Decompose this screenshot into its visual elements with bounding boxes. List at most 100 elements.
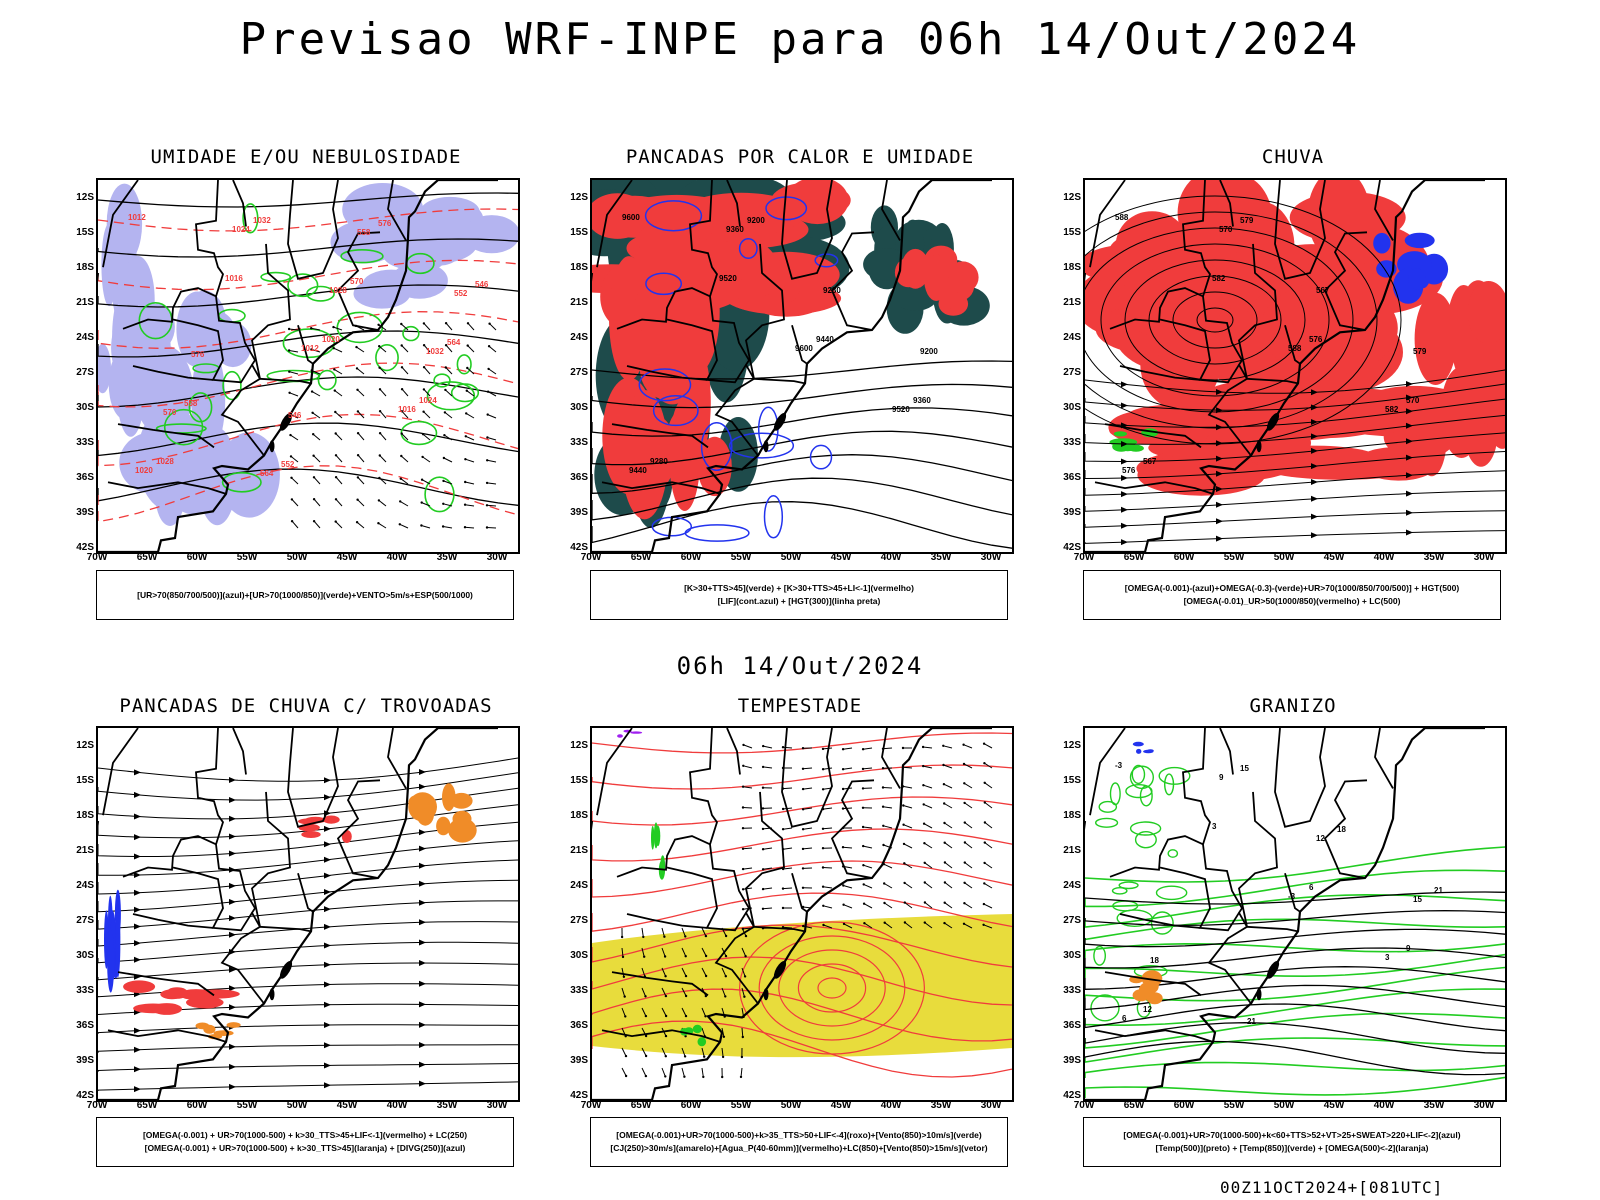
contour-label: 9 [1406,944,1411,953]
contour-label: 9 [1219,773,1224,782]
lat-label: 18S [570,810,588,821]
contour-label: 3 [1385,953,1390,962]
map-panel-granizo: -3 -3 3 3 6 6 9 9 12 12 15 15 18 18 21 21 [1083,726,1507,1102]
contour-label: 6 [1122,1014,1127,1023]
lon-label: 65W [630,552,652,563]
lat-label: 15S [1063,775,1081,786]
red-cells [123,980,240,1015]
lat-label: 39S [1063,507,1081,518]
omega-blue [1373,232,1449,304]
contour-label: 18 [1337,825,1346,834]
panel-title-tempestade: TEMPESTADE [737,695,863,717]
lon-label: 60W [1173,552,1195,563]
lat-label: 21S [570,297,588,308]
lon-label: 40W [1373,552,1395,563]
contour-label: -3 [1115,761,1123,770]
lat-label: 36S [76,472,94,483]
map-panel-chuva: 588 588 582 582 576 576 570 570 567 567 579 579 [1083,178,1507,554]
lon-label: 55W [1223,1100,1245,1111]
contour-label: 570 [1219,225,1233,234]
lat-label: 36S [1063,472,1081,483]
legend-line: [LIF](cont.azul) + [HGT(300)](linha pret… [717,596,881,606]
lat-label: 27S [1063,915,1081,926]
contour-label: 576 [378,219,392,228]
legend-chuva: [OMEGA(-0.001)-(azul)+OMEGA(-0.3)-(verde… [1083,570,1501,620]
lon-label: 35W [1423,552,1445,563]
lat-label: 30S [1063,402,1081,413]
lat-label: 12S [76,192,94,203]
contour-label: 564 [447,338,461,347]
contour-labels: 588 588 582 582 576 576 570 570 567 567 579 579 [1115,213,1427,475]
lon-label: 70W [1073,552,1095,563]
legend-trovoadas: [OMEGA(-0.001) + UR>70(1000-500) + k>30_… [96,1117,514,1167]
lat-label: 30S [570,402,588,413]
contour-label: 1024 [232,225,250,234]
lat-label: 27S [1063,367,1081,378]
contour-label: 12 [1143,1005,1152,1014]
divergence-blue [104,889,121,993]
contour-label: 576 [1309,335,1323,344]
lon-label: 70W [580,552,602,563]
wind850-green [651,822,666,880]
lon-label: 65W [136,1100,158,1111]
lon-label: 55W [730,1100,752,1111]
hail-blue [1132,741,1154,754]
lat-label: 42S [76,1090,94,1101]
coastline-borders [98,728,498,1100]
lat-label: 24S [1063,880,1081,891]
lat-label: 42S [570,1090,588,1101]
panel-title-pancadas-calor: PANCADAS POR CALOR E UMIDADE [625,146,975,168]
wind-vectors [620,927,748,1079]
contour-label: 21 [1434,886,1443,895]
contour-label: 588 [1115,213,1129,222]
lat-label: 15S [570,775,588,786]
contour-label: 570 [350,277,364,286]
humidity-shade [98,183,155,437]
contour-label: 564 [260,469,274,478]
contour-label: 579 [1413,347,1427,356]
contour-label: 18 [1150,956,1159,965]
lon-label: 50W [1273,552,1295,563]
lat-label: 15S [76,227,94,238]
hgt300-lines [592,360,1012,549]
legend-pancadas-calor: [K>30+TTS>45](verde) + [K>30+TTS>45+LI<-… [590,570,1008,620]
lat-label: 18S [1063,810,1081,821]
lon-label: 40W [386,552,408,563]
lon-label: 50W [780,1100,802,1111]
contour-label: 9440 [816,335,834,344]
contour-label: 570 [1406,396,1420,405]
lon-label: 55W [1223,552,1245,563]
lat-label: 12S [1063,192,1081,203]
lon-label: 60W [680,1100,702,1111]
contour-label: 15 [1240,764,1249,773]
coastline-borders [1085,180,1485,552]
lon-label: 45W [1323,552,1345,563]
lat-label: 39S [76,1055,94,1066]
lat-label: 33S [76,985,94,996]
lon-label: 35W [930,1100,952,1111]
contour-label: 12 [1316,834,1325,843]
lon-label: 40W [880,1100,902,1111]
lon-label: 45W [1323,1100,1345,1111]
humidity-shade [330,183,518,309]
contour-label: 1024 [419,396,437,405]
contour-label: 1020 [135,466,153,475]
lon-label: 30W [486,1100,508,1111]
panel-title-umidade: UMIDADE E/OU NEBULOSIDADE [150,146,462,168]
lon-label: 30W [486,552,508,563]
rain-area [1414,280,1505,477]
lat-label: 12S [570,740,588,751]
lon-label: 55W [236,1100,258,1111]
lat-label: 27S [76,367,94,378]
lat-label: 27S [570,367,588,378]
lat-label: 21S [76,845,94,856]
lon-label: 45W [336,552,358,563]
streamlines-250 [98,757,518,1093]
legend-line: [K>30+TTS>45](verde) + [K>30+TTS>45+LI<-… [684,583,914,593]
lon-label: 30W [1473,1100,1495,1111]
lon-label: 55W [236,552,258,563]
run-timestamp: 00Z11OCT2024+[081UTC] [1220,1178,1444,1197]
contour-label: 1016 [398,405,416,414]
lon-label: 35W [436,1100,458,1111]
contour-label: 9280 [650,457,668,466]
